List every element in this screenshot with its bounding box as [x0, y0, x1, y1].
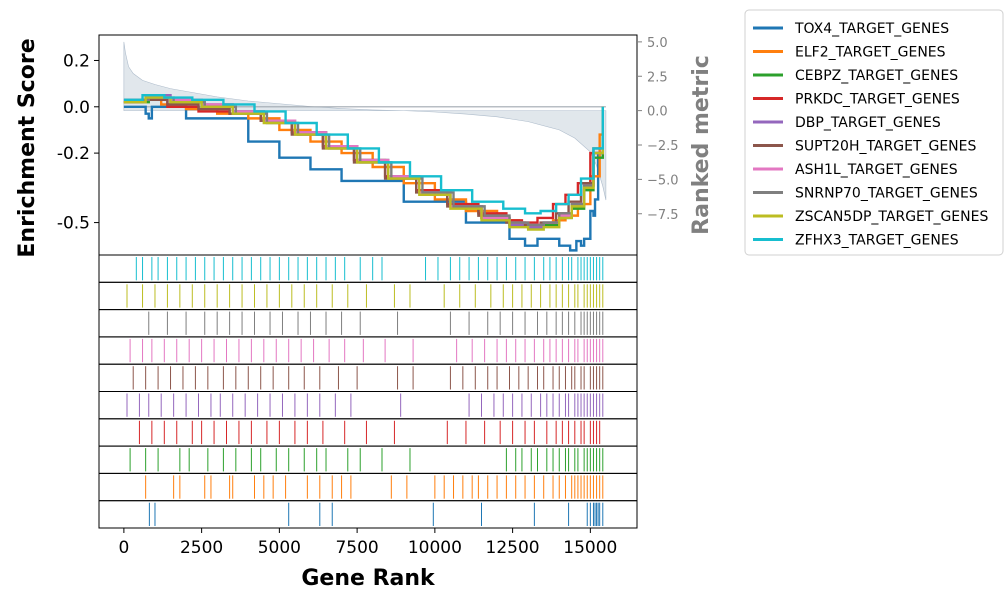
enrichment-lines-layer	[123, 94, 604, 252]
y-tick-label-right: 0.0	[647, 105, 668, 120]
legend-label: ASH1L_TARGET_GENES	[795, 162, 958, 178]
es-line-tox4-target-genes	[123, 105, 604, 252]
y-tick-label-right: 5.0	[647, 36, 668, 51]
y-tick-label-left: 0.0	[63, 98, 90, 118]
x-axis-label: Gene Rank	[301, 566, 436, 589]
es-line-zfhx3-target-genes	[123, 94, 604, 215]
y-tick-label-left: -0.2	[57, 144, 90, 164]
ranked-metric-area	[123, 41, 607, 201]
legend-box	[744, 9, 1004, 256]
legend-label: TOX4_TARGET_GENES	[794, 21, 949, 37]
axis-labels-layer: Enrichment Score Ranked metric Gene Rank…	[15, 36, 714, 591]
tick-row-frame	[98, 391, 638, 420]
legend: TOX4_TARGET_GENES ELF2_TARGET_GENES CEBPZ_…	[744, 9, 1004, 256]
tick-row-frame	[98, 363, 638, 393]
legend-label: ZFHX3_TARGET_GENES	[795, 233, 959, 249]
y-tick-label-left: -0.5	[57, 214, 90, 234]
y-axis-label-left: Enrichment Score	[15, 38, 40, 257]
y-tick-label-right: 2.5	[647, 70, 668, 85]
legend-label: PRKDC_TARGET_GENES	[795, 92, 960, 108]
axes-frame-layer	[98, 34, 638, 529]
legend-label: CEBPZ_TARGET_GENES	[795, 68, 958, 84]
y-tick-label-right: −7.5	[647, 208, 679, 223]
ranked-metric-layer	[123, 41, 607, 201]
legend-label: SNRNP70_TARGET_GENES	[795, 186, 978, 202]
x-tick-label: 10000	[408, 538, 462, 558]
legend-label: ZSCAN5DP_TARGET_GENES	[795, 209, 988, 225]
es-line-supt20h-target-genes	[123, 98, 604, 227]
legend-label: ELF2_TARGET_GENES	[795, 45, 946, 61]
es-line-zscan5dp-target-genes	[123, 96, 604, 231]
x-tick-label: 2500	[180, 538, 223, 558]
y-tick-label-right: −2.5	[647, 139, 679, 154]
y-axis-label-right: Ranked metric	[689, 55, 714, 235]
x-tick-label: 15000	[563, 538, 617, 558]
y-tick-label-right: −5.0	[647, 173, 679, 188]
x-tick-label: 5000	[258, 538, 301, 558]
x-tick-label: 0	[118, 538, 129, 558]
legend-label: SUPT20H_TARGET_GENES	[795, 139, 976, 155]
hit-tick-layer	[126, 257, 604, 526]
x-tick-label: 12500	[486, 538, 540, 558]
tick-row-frame	[98, 500, 638, 529]
y-tick-label-left: 0.2	[63, 51, 90, 71]
x-tick-label: 7500	[335, 538, 378, 558]
legend-label: DBP_TARGET_GENES	[795, 115, 941, 131]
